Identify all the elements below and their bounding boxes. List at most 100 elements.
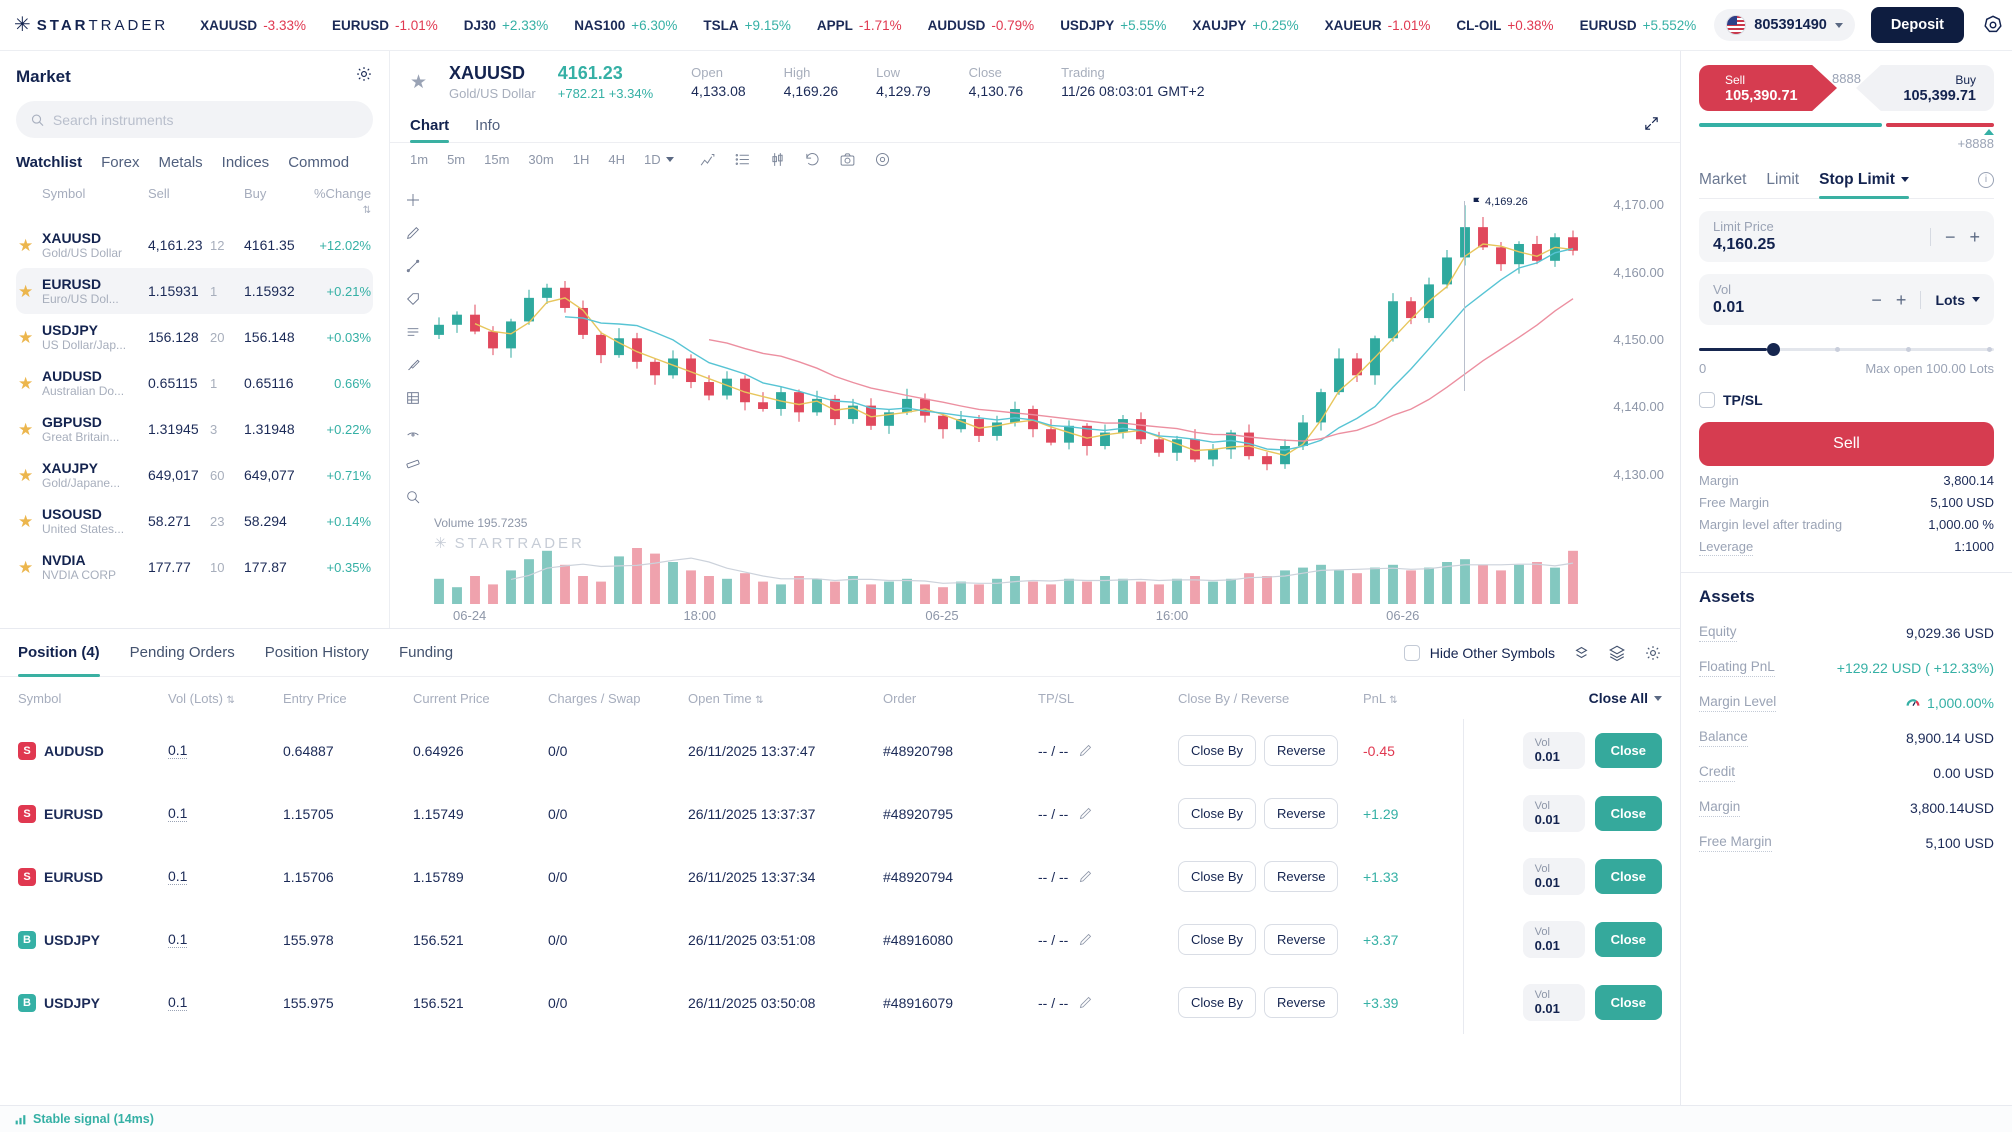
favorite-toggle-star-icon[interactable]: ★ [410, 71, 428, 93]
reverse-button[interactable]: Reverse [1264, 798, 1339, 829]
close-volume-box[interactable]: Vol 0.01 [1522, 795, 1585, 832]
timeframe-button[interactable]: 5m [447, 152, 466, 168]
reverse-button[interactable]: Reverse [1264, 987, 1339, 1018]
timeframe-button[interactable]: 1H [572, 152, 590, 168]
ticker-item[interactable]: XAUJPY +0.25% [1192, 18, 1298, 33]
sell-price[interactable]: 156.128 [148, 329, 199, 345]
close-by-button[interactable]: Close By [1178, 798, 1257, 829]
buy-price[interactable]: 1.15932 [244, 283, 295, 299]
timeframe-button[interactable]: 15m [484, 152, 510, 168]
asset-label[interactable]: Free Margin [1699, 834, 1772, 852]
favorite-star-icon[interactable]: ★ [18, 557, 34, 577]
buy-price[interactable]: 1.31948 [244, 421, 295, 437]
pattern-lines-icon[interactable] [405, 324, 421, 340]
asset-label[interactable]: Balance [1699, 729, 1748, 747]
edit-pencil-icon[interactable] [1078, 932, 1093, 947]
chart-tab[interactable]: Info [475, 117, 501, 135]
order-type-stop-limit[interactable]: Stop Limit [1819, 161, 1909, 199]
ticker-item[interactable]: APPL -1.71% [817, 18, 902, 33]
sell-price[interactable]: 4,161.23 [148, 237, 203, 253]
watchlist-row[interactable]: ★ AUDUSD Australian Do... 0.65115 1 0.65… [16, 360, 373, 406]
volume-unit-dropdown[interactable]: Lots [1935, 292, 1980, 308]
buy-price[interactable]: 177.87 [244, 559, 287, 575]
deposit-button[interactable]: Deposit [1870, 7, 1964, 43]
asset-label[interactable]: Margin Level [1699, 694, 1777, 712]
timeframe-dropdown[interactable]: 1D [644, 152, 674, 167]
watchlist-row[interactable]: ★ USOUSD United States... 58.271 23 58.2… [16, 498, 373, 544]
asset-label[interactable]: Credit [1699, 764, 1736, 782]
position-volume[interactable]: 0.1 [168, 742, 188, 759]
crosshair-icon[interactable] [405, 192, 421, 208]
market-category-tab[interactable]: Forex [101, 154, 140, 171]
positions-tab[interactable]: Position History [264, 644, 369, 661]
close-by-button[interactable]: Close By [1178, 987, 1257, 1018]
increase-price-button[interactable]: + [1969, 226, 1980, 247]
collapse-rows-icon[interactable] [1573, 644, 1590, 661]
candle-style-icon[interactable] [769, 151, 786, 168]
search-input[interactable] [52, 111, 359, 128]
sidebar-settings-gear-icon[interactable] [355, 65, 373, 88]
object-list-icon[interactable] [734, 151, 751, 168]
measure-ruler-icon[interactable] [405, 456, 421, 472]
watchlist-row[interactable]: ★ GBPUSD Great Britain... 1.31945 3 1.31… [16, 406, 373, 452]
indicators-icon[interactable] [699, 151, 716, 168]
brush-icon[interactable] [405, 357, 421, 373]
edit-pencil-icon[interactable] [1078, 995, 1093, 1010]
fullscreen-expand-icon[interactable] [1643, 115, 1660, 137]
watchlist-row[interactable]: ★ XAUJPY Gold/Japane... 649,017 60 649,0… [16, 452, 373, 498]
chart-settings-icon[interactable] [874, 151, 891, 168]
buy-price[interactable]: 0.65116 [244, 375, 294, 391]
timeframe-button[interactable]: 30m [528, 152, 554, 168]
annotation-tag-icon[interactable] [405, 291, 421, 307]
favorite-star-icon[interactable]: ★ [18, 419, 34, 439]
ticker-item[interactable]: EURUSD +5.552% [1580, 18, 1697, 33]
price-plot[interactable]: 4,169.26 Volume 195.7235 ✳ STARTRADER 06-… [430, 180, 1582, 628]
timeframe-button[interactable]: 4H [608, 152, 625, 168]
ticker-item[interactable]: EURUSD -1.01% [332, 18, 438, 33]
timeframe-button[interactable]: 1m [410, 152, 429, 168]
order-type-limit[interactable]: Limit [1766, 170, 1800, 188]
pencil-icon[interactable] [405, 225, 421, 241]
close-all-button[interactable]: Close All [1463, 690, 1662, 706]
close-by-button[interactable]: Close By [1178, 861, 1257, 892]
edit-pencil-icon[interactable] [1078, 743, 1093, 758]
close-volume-box[interactable]: Vol 0.01 [1522, 858, 1585, 895]
ticker-item[interactable]: AUDUSD -0.79% [928, 18, 1035, 33]
close-position-button[interactable]: Close [1594, 859, 1662, 894]
arc-tool-icon[interactable] [405, 423, 421, 439]
favorite-star-icon[interactable]: ★ [18, 465, 34, 485]
account-selector[interactable]: 805391490 [1714, 9, 1855, 41]
market-category-tab[interactable]: Indices [221, 154, 270, 171]
col-change[interactable]: %Change ⇅ [314, 186, 372, 216]
table-settings-gear-icon[interactable] [1644, 644, 1662, 662]
market-category-tab[interactable]: Metals [158, 154, 203, 171]
ticker-item[interactable]: XAUEUR -1.01% [1325, 18, 1431, 33]
settings-icon[interactable] [1980, 12, 2006, 38]
watchlist-row[interactable]: ★ XAUUSD Gold/US Dollar 4,161.23 12 4161… [16, 222, 373, 268]
position-volume[interactable]: 0.1 [168, 931, 188, 948]
tpsl-checkbox[interactable] [1699, 392, 1715, 408]
favorite-star-icon[interactable]: ★ [18, 373, 34, 393]
buy-price[interactable]: 649,077 [244, 467, 295, 483]
watchlist-row[interactable]: ★ USDJPY US Dollar/Jap... 156.128 20 156… [16, 314, 373, 360]
reverse-button[interactable]: Reverse [1264, 924, 1339, 955]
sell-price[interactable]: 649,017 [148, 467, 199, 483]
ticker-item[interactable]: TSLA +9.15% [703, 18, 790, 33]
ticker-item[interactable]: USDJPY +5.55% [1060, 18, 1166, 33]
reset-chart-icon[interactable] [804, 151, 821, 168]
increase-volume-button[interactable]: + [1895, 289, 1907, 310]
market-category-tab[interactable]: Commod [288, 154, 350, 171]
sell-price[interactable]: 58.271 [148, 513, 191, 529]
ticker-item[interactable]: XAUUSD -3.33% [200, 18, 306, 33]
favorite-star-icon[interactable]: ★ [18, 511, 34, 531]
ticker-item[interactable]: CL-OIL +0.38% [1456, 18, 1553, 33]
market-category-tab[interactable]: Watchlist [16, 154, 83, 171]
limit-price-field[interactable]: Limit Price 4,160.25 − + [1699, 211, 1994, 262]
order-type-market[interactable]: Market [1699, 170, 1747, 188]
edit-pencil-icon[interactable] [1078, 806, 1093, 821]
close-by-button[interactable]: Close By [1178, 735, 1257, 766]
volume-slider[interactable] [1699, 343, 1994, 356]
hide-other-symbols-checkbox[interactable] [1403, 644, 1420, 661]
favorite-star-icon[interactable]: ★ [18, 281, 34, 301]
fibonacci-grid-icon[interactable] [405, 390, 421, 406]
